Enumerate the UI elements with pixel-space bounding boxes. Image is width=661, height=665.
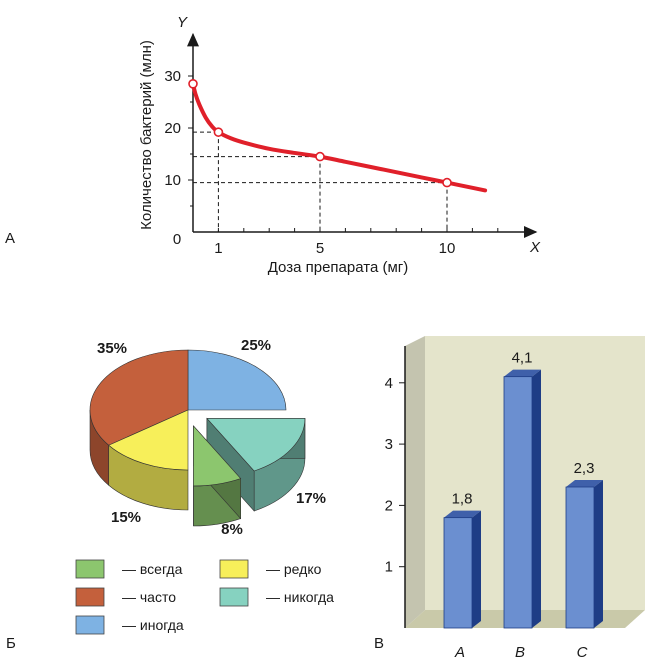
bar-side — [472, 510, 481, 628]
line-chart: А 1 5 10 10 20 30 Y X 0 Доза препарата (мг) К… — [5, 14, 541, 276]
pie-percent-rarely: 15% — [111, 509, 141, 526]
bar-category-label: A — [454, 644, 465, 660]
legend-label: — редко — [266, 561, 322, 577]
x-tick-label: 5 — [316, 240, 324, 257]
panel-label-b: Б — [6, 635, 16, 652]
origin-label: 0 — [173, 231, 181, 248]
bar-y-tick-label: 1 — [385, 559, 393, 576]
bar-top — [504, 369, 541, 377]
legend-label: — иногда — [122, 617, 184, 633]
legend-label: — никогда — [266, 589, 334, 605]
bar-front — [443, 517, 473, 629]
legend-item-never: — никогда — [219, 587, 334, 607]
data-point — [442, 177, 452, 188]
bar-front — [503, 376, 533, 629]
bar-C: 2,3 C — [565, 460, 603, 661]
legend-swatch — [219, 587, 249, 607]
x-axis-title: Доза препарата (мг) — [268, 259, 409, 276]
y-axis-title: Количество бактерий (млн) — [138, 40, 155, 230]
axis-ticks: 1 5 10 10 20 30 — [164, 68, 499, 257]
y-tick-label: 30 — [164, 68, 181, 85]
bar-value-label: 1,8 — [452, 491, 473, 508]
pie-chart: Б 25%17%8%15%35% — всегда — редко— часто —… — [6, 337, 334, 652]
data-markers — [188, 79, 452, 188]
legend-swatch — [75, 615, 105, 635]
pie-slice-sometimes — [187, 349, 287, 411]
panel-label-a: А — [5, 230, 15, 247]
pie-slice-rarely — [108, 409, 189, 511]
pie-slice-top — [187, 349, 287, 411]
bars: 1,8 A 4,1 B 2,3 C — [443, 350, 603, 661]
series-line — [191, 81, 488, 193]
bar-chart: В 1 2 3 4 1,8 A 4,1 B 2,3 C — [374, 336, 645, 661]
bar-y-ticks: 1 2 3 4 — [385, 375, 405, 576]
pie-slice-top — [108, 409, 189, 471]
pie-slice-often — [89, 349, 189, 486]
pie-slice-top — [206, 418, 306, 472]
legend-swatch — [75, 559, 105, 579]
pie-slice-always — [193, 425, 242, 527]
bar-top — [566, 480, 603, 488]
x-axis-letter: X — [529, 239, 541, 256]
bar-category-label: C — [577, 644, 588, 660]
y-tick-label: 10 — [164, 172, 181, 189]
pie-percent-never: 17% — [296, 490, 326, 507]
y-axis-letter: Y — [177, 14, 188, 31]
legend-item-always: — всегда — [75, 559, 183, 579]
pie-slice-top — [193, 425, 242, 487]
pie-percent-labels: 25% 17% 8% 15% 35% — [97, 337, 326, 538]
bar-category-label: B — [515, 644, 525, 660]
bar-y-tick-label: 4 — [385, 375, 393, 392]
legend-item-rarely: — редко — [219, 559, 322, 579]
legend-swatch — [75, 587, 105, 607]
data-point — [213, 127, 224, 137]
legend-item-sometimes: — иногда — [75, 615, 184, 635]
pie-slice-never — [206, 417, 306, 512]
bar-y-tick-label: 3 — [385, 436, 393, 453]
legend-label: — всегда — [122, 561, 183, 577]
legend-swatch — [219, 559, 249, 579]
legend-item-often: — часто — [75, 587, 176, 607]
pie-legend: — всегда — редко — часто — никогда — иногда — [75, 559, 334, 635]
chart-side-wall — [405, 336, 425, 628]
data-point — [188, 79, 198, 89]
panel-label-c: В — [374, 635, 384, 652]
data-point — [315, 151, 325, 162]
bar-y-tick-label: 2 — [385, 497, 393, 514]
pie-percent-sometimes: 25% — [241, 337, 271, 354]
pie-percent-always: 8% — [221, 521, 243, 538]
legend-label: — часто — [122, 589, 176, 605]
bar-front — [565, 486, 595, 629]
x-tick-label: 10 — [439, 240, 456, 257]
bar-top — [444, 510, 481, 518]
bar-value-label: 4,1 — [512, 350, 533, 367]
bar-value-label: 2,3 — [574, 460, 595, 477]
bar-A: 1,8 A — [443, 491, 481, 661]
bar-side — [532, 369, 541, 628]
bar-B: 4,1 B — [503, 350, 541, 661]
pie-slices — [89, 349, 306, 527]
pie-slice-top — [89, 349, 189, 446]
x-tick-label: 1 — [214, 240, 222, 257]
guide-lines — [193, 131, 448, 232]
bar-side — [594, 480, 603, 628]
y-tick-label: 20 — [164, 120, 181, 137]
pie-percent-often: 35% — [97, 340, 127, 357]
